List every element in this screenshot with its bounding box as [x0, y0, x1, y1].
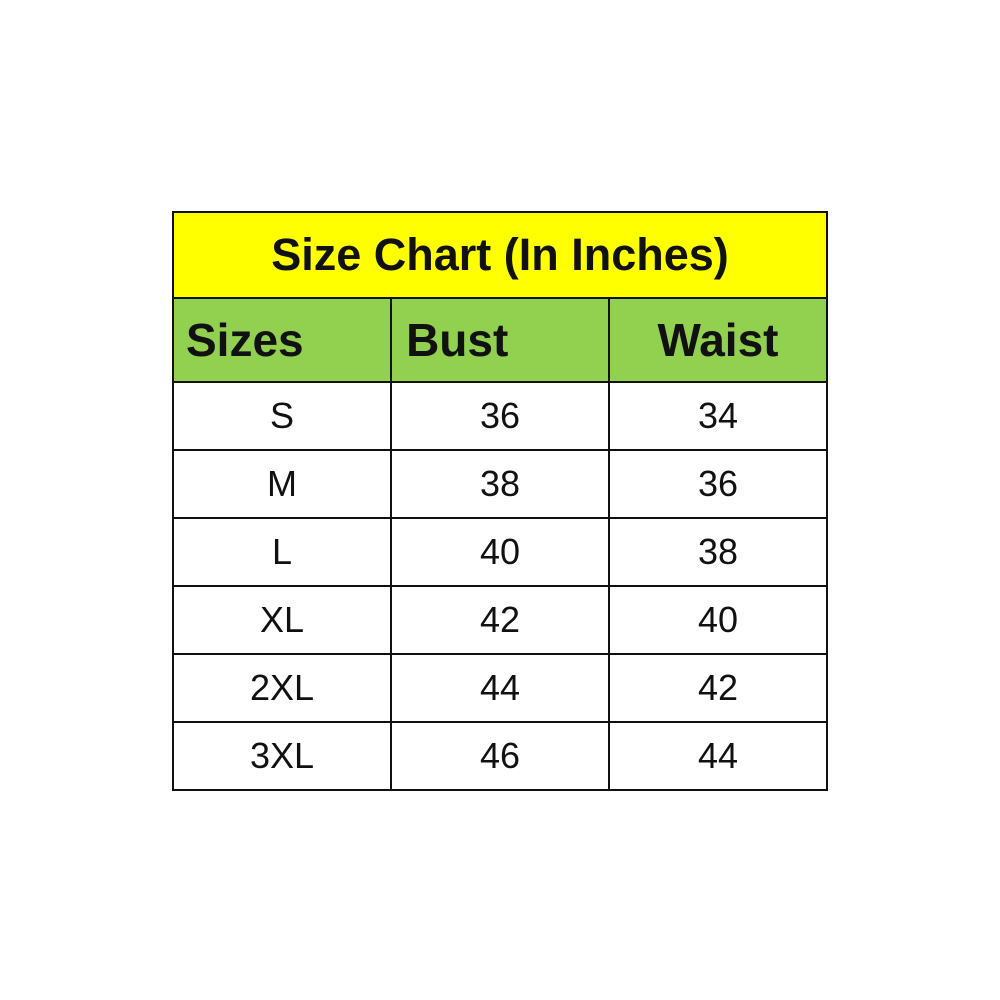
- header-row: Sizes Bust Waist: [171, 297, 829, 383]
- title-row: Size Chart (In Inches): [172, 211, 828, 299]
- bust-cell: 46: [390, 721, 610, 791]
- table-row: M 38 36: [171, 449, 829, 519]
- size-cell: XL: [171, 585, 393, 655]
- header-bust: Bust: [390, 297, 610, 383]
- header-waist: Waist: [607, 297, 829, 383]
- waist-cell: 34: [607, 381, 829, 451]
- size-cell: S: [171, 381, 393, 451]
- size-cell: L: [171, 517, 393, 587]
- bust-cell: 38: [390, 449, 610, 519]
- table-row: L 40 38: [171, 517, 829, 587]
- waist-cell: 40: [607, 585, 829, 655]
- waist-cell: 38: [607, 517, 829, 587]
- header-sizes: Sizes: [171, 297, 393, 383]
- waist-cell: 44: [607, 721, 829, 791]
- table-row: 2XL 44 42: [171, 653, 829, 723]
- bust-cell: 40: [390, 517, 610, 587]
- table-title: Size Chart (In Inches): [172, 211, 828, 299]
- size-cell: 3XL: [171, 721, 393, 791]
- size-cell: 2XL: [171, 653, 393, 723]
- bust-cell: 44: [390, 653, 610, 723]
- table-row: S 36 34: [171, 381, 829, 451]
- waist-cell: 42: [607, 653, 829, 723]
- waist-cell: 36: [607, 449, 829, 519]
- bust-cell: 42: [390, 585, 610, 655]
- bust-cell: 36: [390, 381, 610, 451]
- size-cell: M: [171, 449, 393, 519]
- table-row: 3XL 46 44: [171, 721, 829, 791]
- table-row: XL 42 40: [171, 585, 829, 655]
- size-chart-table: Size Chart (In Inches) Sizes Bust Waist …: [171, 211, 829, 791]
